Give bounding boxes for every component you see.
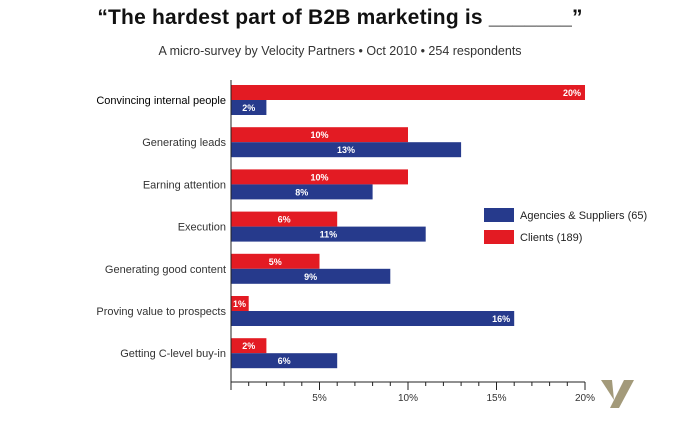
bar <box>231 142 462 158</box>
data-label: 11% <box>320 230 338 240</box>
velocity-logo-icon: velocity <box>601 380 634 408</box>
data-label: 13% <box>337 145 355 155</box>
bar <box>231 226 426 242</box>
tick-label: 10% <box>398 393 418 404</box>
data-label: 20% <box>563 88 581 98</box>
category-label: Generating leads <box>142 137 226 149</box>
chart-subtitle: A micro-survey by Velocity Partners • Oc… <box>158 44 522 58</box>
data-label: 5% <box>269 257 282 267</box>
bar <box>231 184 373 200</box>
bar <box>231 127 408 143</box>
data-label: 8% <box>295 187 308 197</box>
category-labels: Convincing internal people Generating lea… <box>96 95 226 360</box>
data-label: 9% <box>304 272 317 282</box>
legend-label: Agencies & Suppliers (65) <box>520 210 647 222</box>
logo-text: velocity <box>602 387 608 404</box>
legend: Agencies & Suppliers (65) Clients (189) <box>484 208 647 244</box>
data-label: 16% <box>492 314 510 324</box>
bar <box>231 100 267 115</box>
bar <box>231 211 338 227</box>
legend-swatch <box>484 208 514 222</box>
data-label: 6% <box>278 215 291 225</box>
tick-label: 5% <box>312 393 327 404</box>
category-label: Execution <box>178 222 226 234</box>
bar <box>231 353 338 369</box>
tick-label: 15% <box>486 393 506 404</box>
category-label: Proving value to prospects <box>96 306 226 318</box>
bar <box>231 169 408 185</box>
data-label: 10% <box>310 130 328 140</box>
category-label: Getting C-level buy-in <box>120 348 226 360</box>
data-label: 2% <box>242 341 255 351</box>
legend-swatch <box>484 230 514 244</box>
bar <box>231 85 585 100</box>
bar <box>231 268 391 284</box>
x-axis: 5% 10% 15% 20% <box>230 80 595 404</box>
data-label: 10% <box>310 172 328 182</box>
bar <box>231 311 515 326</box>
bar <box>231 253 320 269</box>
category-label: Earning attention <box>143 179 226 191</box>
data-label: 6% <box>278 356 291 366</box>
legend-label: Clients (189) <box>520 232 582 244</box>
bar <box>231 338 267 354</box>
category-label: Convincing internal people <box>96 95 226 107</box>
bar <box>231 296 249 311</box>
tick-label: 20% <box>575 393 595 404</box>
bar-group: 20%2%10%13%10%8%6%11%5%9%1%16%2%6% <box>231 85 585 369</box>
category-label: Generating good content <box>105 264 226 276</box>
data-label: 2% <box>242 103 255 113</box>
chart-title: “The hardest part of B2B marketing is __… <box>97 6 583 29</box>
data-label: 1% <box>233 299 246 309</box>
